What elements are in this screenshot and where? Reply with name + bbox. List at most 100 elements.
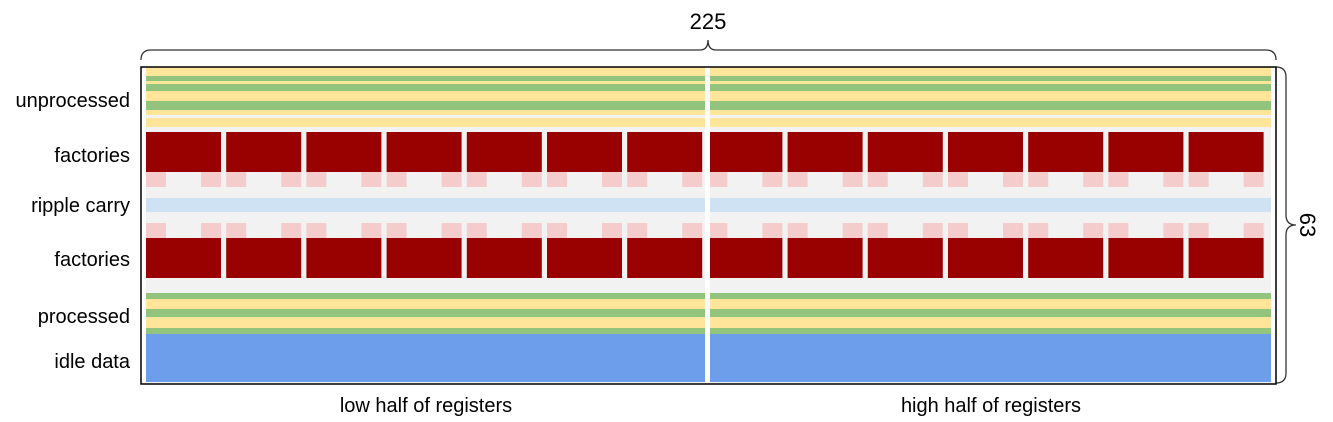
factory-block-bottom bbox=[306, 238, 382, 278]
factory-port bbox=[306, 172, 327, 187]
half-divider bbox=[705, 67, 710, 383]
factory-port bbox=[226, 223, 247, 238]
factory-port bbox=[682, 223, 703, 238]
factory-port bbox=[602, 223, 622, 238]
factory-port bbox=[682, 172, 703, 187]
factory-block-top bbox=[1108, 132, 1184, 172]
factory-port bbox=[762, 223, 783, 238]
factory-block-bottom bbox=[1028, 238, 1104, 278]
factory-port bbox=[707, 172, 728, 187]
factory-port bbox=[441, 223, 462, 238]
factory-block-top bbox=[226, 132, 302, 172]
factory-block-top bbox=[948, 132, 1023, 172]
factory-block-top bbox=[306, 132, 382, 172]
factory-port bbox=[201, 223, 221, 238]
factory-port bbox=[547, 172, 567, 187]
factory-port bbox=[867, 172, 888, 187]
factory-port bbox=[1003, 223, 1023, 238]
factory-port bbox=[922, 223, 943, 238]
right-edge-gap bbox=[1271, 67, 1275, 383]
factory-port bbox=[1083, 223, 1104, 238]
label-ripple-carry: ripple carry bbox=[31, 195, 130, 217]
factory-block-top bbox=[1188, 132, 1264, 172]
factory-port bbox=[521, 223, 542, 238]
factory-port bbox=[441, 172, 462, 187]
grid-frame bbox=[140, 66, 1277, 385]
factory-block-bottom bbox=[627, 238, 703, 278]
factory-port bbox=[201, 172, 221, 187]
factory-block-top bbox=[1028, 132, 1104, 172]
label-high-half: high half of registers bbox=[901, 395, 1081, 417]
right-dimension-bracket bbox=[1275, 66, 1297, 384]
factory-block-top bbox=[867, 132, 943, 172]
label-factories-bottom: factories bbox=[54, 249, 130, 271]
factory-port bbox=[762, 172, 783, 187]
factory-block-bottom bbox=[547, 238, 622, 278]
factory-port bbox=[466, 172, 487, 187]
factory-block-top bbox=[466, 132, 542, 172]
factory-port bbox=[146, 172, 166, 187]
factory-port bbox=[386, 172, 407, 187]
factory-port bbox=[948, 223, 968, 238]
factory-block-bottom bbox=[787, 238, 863, 278]
top-dimension-bracket bbox=[140, 39, 1277, 61]
factory-port bbox=[1028, 172, 1049, 187]
factory-port bbox=[842, 223, 863, 238]
factory-port bbox=[867, 223, 888, 238]
label-idle-data: idle data bbox=[54, 351, 130, 373]
left-edge-gap bbox=[142, 67, 146, 383]
factory-block-top bbox=[386, 132, 462, 172]
factory-port bbox=[787, 223, 808, 238]
factory-port bbox=[521, 172, 542, 187]
factory-block-bottom bbox=[867, 238, 943, 278]
factory-port bbox=[1163, 172, 1184, 187]
factory-port bbox=[842, 172, 863, 187]
factory-port bbox=[1108, 223, 1129, 238]
factory-block-bottom bbox=[948, 238, 1023, 278]
factory-port bbox=[361, 223, 382, 238]
factory-block-top bbox=[627, 132, 703, 172]
factory-port bbox=[226, 172, 247, 187]
factory-block-top bbox=[547, 132, 622, 172]
factory-port bbox=[627, 223, 648, 238]
factory-port bbox=[707, 223, 728, 238]
factory-port bbox=[627, 172, 648, 187]
factory-ports bbox=[146, 172, 1264, 238]
width-dimension-label: 225 bbox=[690, 9, 727, 34]
factory-block-bottom bbox=[146, 238, 221, 278]
factory-port bbox=[1188, 223, 1209, 238]
factory-port bbox=[386, 223, 407, 238]
factory-port bbox=[466, 223, 487, 238]
height-dimension-label: 63 bbox=[1295, 213, 1320, 237]
factory-port bbox=[1243, 172, 1264, 187]
factory-block-bottom bbox=[386, 238, 462, 278]
label-processed: processed bbox=[38, 306, 130, 328]
factory-port bbox=[1108, 172, 1129, 187]
label-low-half: low half of registers bbox=[340, 395, 512, 417]
factory-port bbox=[1028, 223, 1049, 238]
label-unprocessed: unprocessed bbox=[15, 90, 130, 112]
factory-port bbox=[922, 172, 943, 187]
factory-block-top bbox=[787, 132, 863, 172]
factory-port bbox=[787, 172, 808, 187]
label-factories-top: factories bbox=[54, 145, 130, 167]
factory-block-bottom bbox=[466, 238, 542, 278]
factory-block-bottom bbox=[707, 238, 783, 278]
factory-port bbox=[1188, 172, 1209, 187]
factory-block-bottom bbox=[1108, 238, 1184, 278]
factory-block-top bbox=[707, 132, 783, 172]
factory-port bbox=[948, 172, 968, 187]
factory-port bbox=[361, 172, 382, 187]
overlays bbox=[142, 67, 1275, 383]
factory-block-top bbox=[146, 132, 221, 172]
factory-port bbox=[281, 223, 302, 238]
factory-port bbox=[306, 223, 327, 238]
factory-port bbox=[547, 223, 567, 238]
factory-port bbox=[602, 172, 622, 187]
factory-port bbox=[1083, 172, 1104, 187]
factory-port bbox=[1243, 223, 1264, 238]
factory-port bbox=[1003, 172, 1023, 187]
factory-block-bottom bbox=[1188, 238, 1264, 278]
factory-block-bottom bbox=[226, 238, 302, 278]
